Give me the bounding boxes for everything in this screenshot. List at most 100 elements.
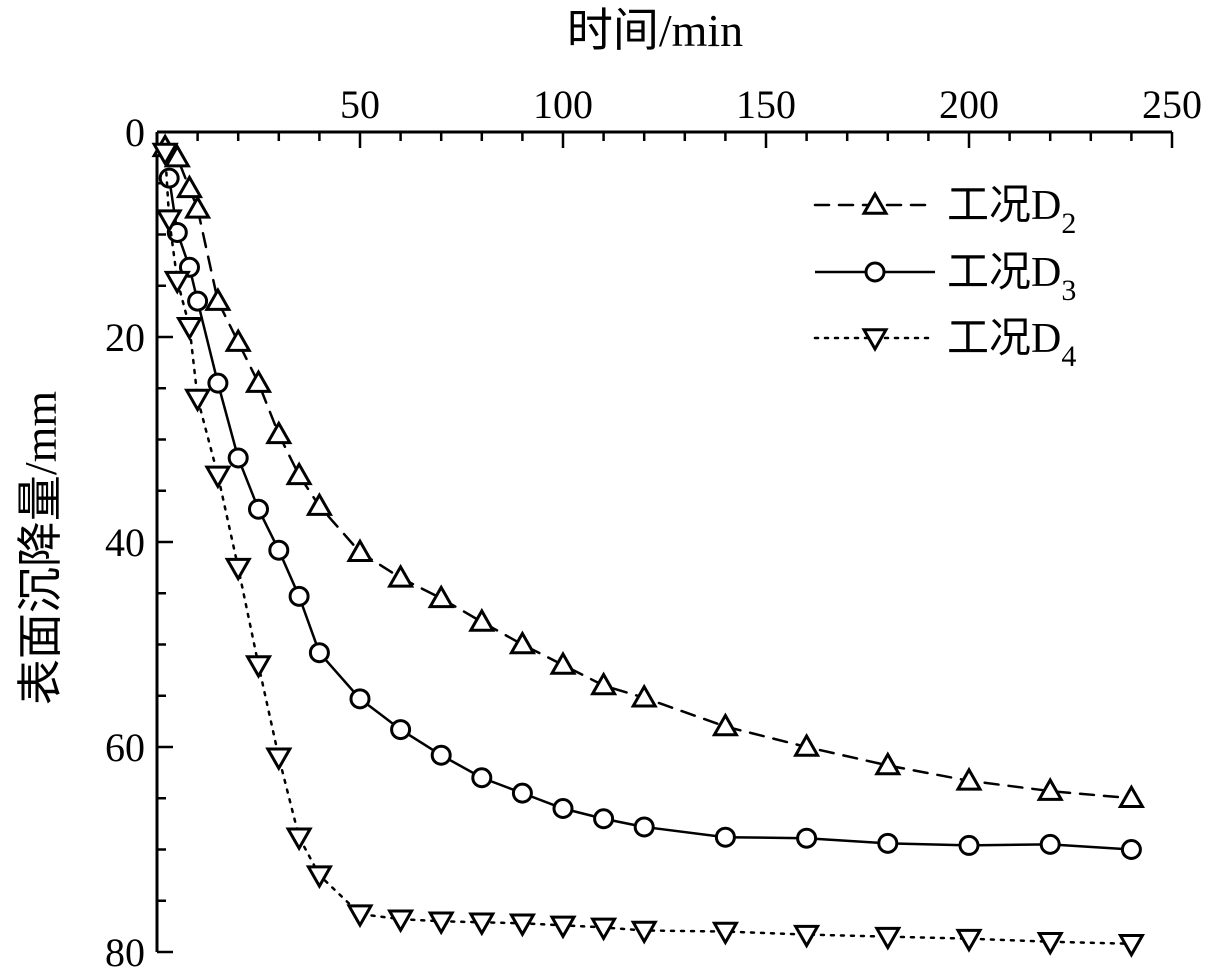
- data-point: [633, 816, 655, 838]
- data-point: [1117, 934, 1145, 958]
- series-2: [151, 142, 1145, 958]
- legend-label: 工况D3: [947, 250, 1076, 307]
- data-point: [1039, 833, 1061, 855]
- x-tick-label: 250: [1142, 82, 1202, 127]
- series-1: [158, 167, 1142, 860]
- data-point: [184, 388, 212, 413]
- data-point: [877, 832, 899, 854]
- data-point: [468, 607, 496, 632]
- legend-entry: 工况D4: [813, 316, 1076, 373]
- data-point: [549, 915, 577, 940]
- data-point: [155, 209, 183, 234]
- x-tick-label: 50: [340, 82, 380, 127]
- data-point: [166, 221, 188, 243]
- x-tick-label: 150: [736, 82, 796, 127]
- y-tick-label: 40: [105, 520, 145, 565]
- data-point: [204, 465, 232, 490]
- series-line: [163, 146, 1133, 800]
- legend-label-subscript: 2: [1061, 207, 1076, 240]
- data-point: [593, 808, 615, 830]
- data-point: [163, 270, 191, 295]
- data-point: [346, 538, 374, 562]
- data-point: [285, 461, 313, 486]
- y-tick-label: 80: [105, 930, 145, 975]
- data-point: [1036, 777, 1064, 801]
- data-point: [305, 865, 333, 890]
- legend-label-subscript: 3: [1061, 274, 1076, 307]
- data-point: [874, 926, 902, 951]
- legend-label: 工况D2: [947, 183, 1076, 240]
- data-point: [175, 317, 204, 341]
- data-point: [227, 447, 249, 469]
- data-point: [552, 798, 574, 819]
- data-point: [549, 650, 577, 675]
- x-tick-label: 200: [939, 82, 999, 127]
- legend-label-text: 工况D: [947, 250, 1061, 296]
- data-point: [590, 917, 618, 942]
- data-point: [508, 630, 536, 655]
- legend-label-text: 工况D: [947, 316, 1061, 362]
- data-point: [265, 747, 293, 772]
- y-tick-label: 0: [125, 110, 145, 155]
- x-tick-label: 100: [533, 82, 593, 127]
- legend-marker: [861, 190, 889, 215]
- data-point: [265, 420, 293, 445]
- data-point: [224, 328, 252, 352]
- data-point: [711, 712, 739, 737]
- data-point: [468, 912, 496, 937]
- data-point: [793, 732, 821, 757]
- data-point: [244, 655, 273, 680]
- data-point: [590, 671, 618, 696]
- series-0: [151, 133, 1145, 808]
- data-point: [1036, 932, 1064, 956]
- data-point: [163, 143, 191, 168]
- y-axis-title: 表面沉降量/mm: [15, 391, 66, 706]
- legend-label-subscript: 4: [1061, 340, 1076, 373]
- data-point: [390, 719, 412, 741]
- data-point: [305, 492, 333, 516]
- legend-entry: 工况D2: [813, 183, 1076, 240]
- data-point: [204, 287, 232, 311]
- series-line: [167, 177, 1132, 851]
- y-tick-label: 20: [105, 315, 145, 360]
- data-point: [387, 563, 415, 588]
- data-point: [508, 913, 536, 938]
- data-point: [427, 911, 455, 936]
- data-point: [711, 921, 739, 946]
- data-point: [793, 924, 821, 949]
- legend-label: 工况D4: [947, 316, 1076, 373]
- data-point: [955, 766, 983, 791]
- data-point: [1117, 784, 1145, 808]
- data-point: [430, 744, 452, 766]
- legend-marker: [864, 261, 886, 283]
- data-point: [955, 928, 983, 953]
- x-axis-title: 时间/min: [567, 5, 743, 56]
- data-point: [796, 827, 818, 849]
- data-point: [175, 174, 204, 199]
- data-point: [244, 369, 273, 393]
- data-point: [184, 194, 212, 219]
- y-tick-label: 60: [105, 725, 145, 770]
- data-point: [630, 683, 658, 708]
- data-point: [349, 688, 371, 710]
- data-point: [158, 167, 180, 189]
- data-point: [268, 539, 290, 561]
- data-point: [288, 585, 310, 607]
- data-point: [151, 142, 179, 167]
- data-point: [285, 827, 313, 852]
- data-point: [874, 751, 902, 776]
- data-point: [427, 584, 455, 609]
- data-point: [248, 498, 269, 520]
- data-point: [1120, 839, 1142, 860]
- data-point: [958, 834, 980, 856]
- data-point: [714, 826, 736, 848]
- legend-label-text: 工况D: [947, 183, 1061, 229]
- series-layer: [151, 133, 1145, 958]
- legend-entry: 工况D3: [815, 250, 1076, 307]
- legend-marker: [861, 328, 889, 353]
- data-point: [308, 642, 330, 664]
- axes: 50 100 150 200 250 0 20 40 60 80: [105, 82, 1202, 975]
